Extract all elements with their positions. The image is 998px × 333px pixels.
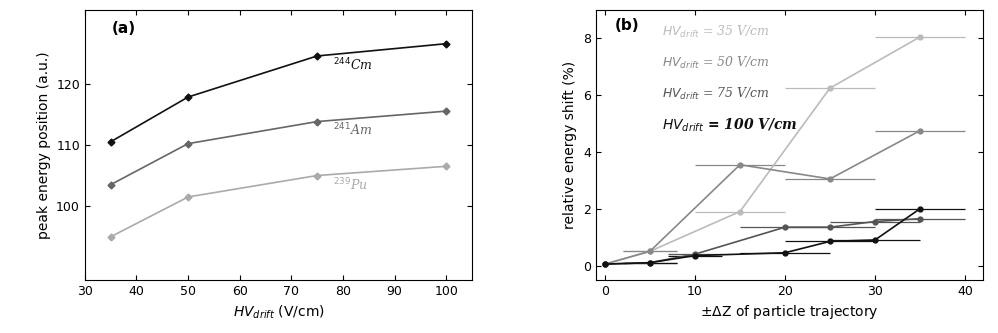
Text: $^{239}$Pu: $^{239}$Pu [332,176,367,193]
Y-axis label: peak energy position (a.u.): peak energy position (a.u.) [37,51,51,239]
Text: $^{241}$Am: $^{241}$Am [332,121,372,138]
Y-axis label: relative energy shift (%): relative energy shift (%) [564,61,578,229]
Text: (b): (b) [615,18,640,33]
Text: $^{244}$Cm: $^{244}$Cm [332,57,372,74]
Text: (a): (a) [112,21,136,36]
X-axis label: $HV_{drift}$ (V/cm): $HV_{drift}$ (V/cm) [233,303,324,321]
Text: $HV_{drift}$ = 100 V/cm: $HV_{drift}$ = 100 V/cm [662,117,797,134]
X-axis label: $\pm\Delta$Z of particle trajectory: $\pm\Delta$Z of particle trajectory [701,303,879,321]
Text: $HV_{drift}$ = 50 V/cm: $HV_{drift}$ = 50 V/cm [662,55,769,71]
Text: $HV_{drift}$ = 75 V/cm: $HV_{drift}$ = 75 V/cm [662,86,769,102]
Text: $HV_{drift}$ = 35 V/cm: $HV_{drift}$ = 35 V/cm [662,24,769,40]
